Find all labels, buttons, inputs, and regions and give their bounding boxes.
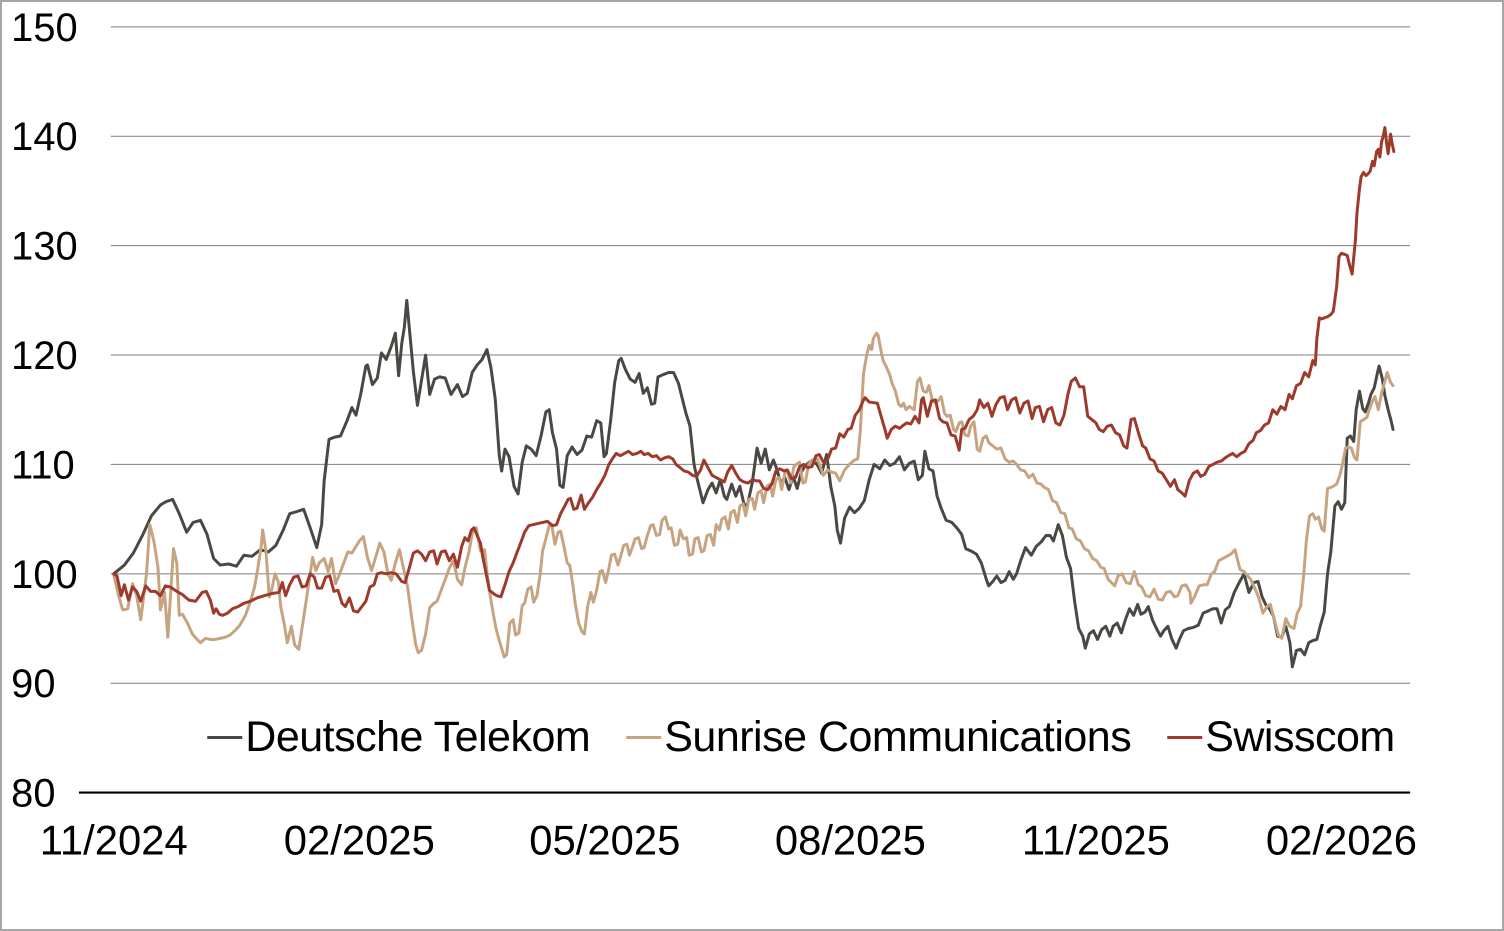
line-swatch-icon xyxy=(1167,736,1203,739)
line-swatch-icon xyxy=(626,736,662,739)
x-tick-label: 02/2026 xyxy=(1266,816,1417,863)
x-tick-label: 02/2025 xyxy=(284,816,435,863)
y-tick-label: 140 xyxy=(11,115,77,159)
y-tick-label: 130 xyxy=(11,225,77,269)
legend-label: Sunrise Communications xyxy=(664,713,1132,761)
series-line-sunrise-communications xyxy=(112,331,1395,659)
y-tick-label: 90 xyxy=(11,662,55,706)
series-line-swisscom xyxy=(112,126,1396,617)
y-tick-label: 100 xyxy=(11,553,77,597)
line-swatch-icon xyxy=(207,736,243,739)
legend-item-swisscom: Swisscom xyxy=(1167,713,1395,762)
chart-background xyxy=(3,2,1501,929)
legend-item-deutsche-telekom: Deutsche Telekom xyxy=(207,713,591,762)
x-tick-label: 11/2024 xyxy=(40,816,188,863)
y-tick-label: 80 xyxy=(11,772,55,816)
y-tick-label: 120 xyxy=(11,334,77,378)
legend-label: Swisscom xyxy=(1205,713,1395,761)
x-tick-label: 05/2025 xyxy=(529,816,680,863)
x-tick-label: 11/2025 xyxy=(1022,816,1170,863)
x-tick-label: 08/2025 xyxy=(775,816,926,863)
chart-legend: Deutsche Telekom Sunrise Communications … xyxy=(207,713,1395,762)
legend-item-sunrise-communications: Sunrise Communications xyxy=(626,713,1132,762)
legend-label: Deutsche Telekom xyxy=(245,713,591,761)
y-tick-label: 110 xyxy=(11,443,74,487)
y-tick-label: 150 xyxy=(11,6,77,50)
